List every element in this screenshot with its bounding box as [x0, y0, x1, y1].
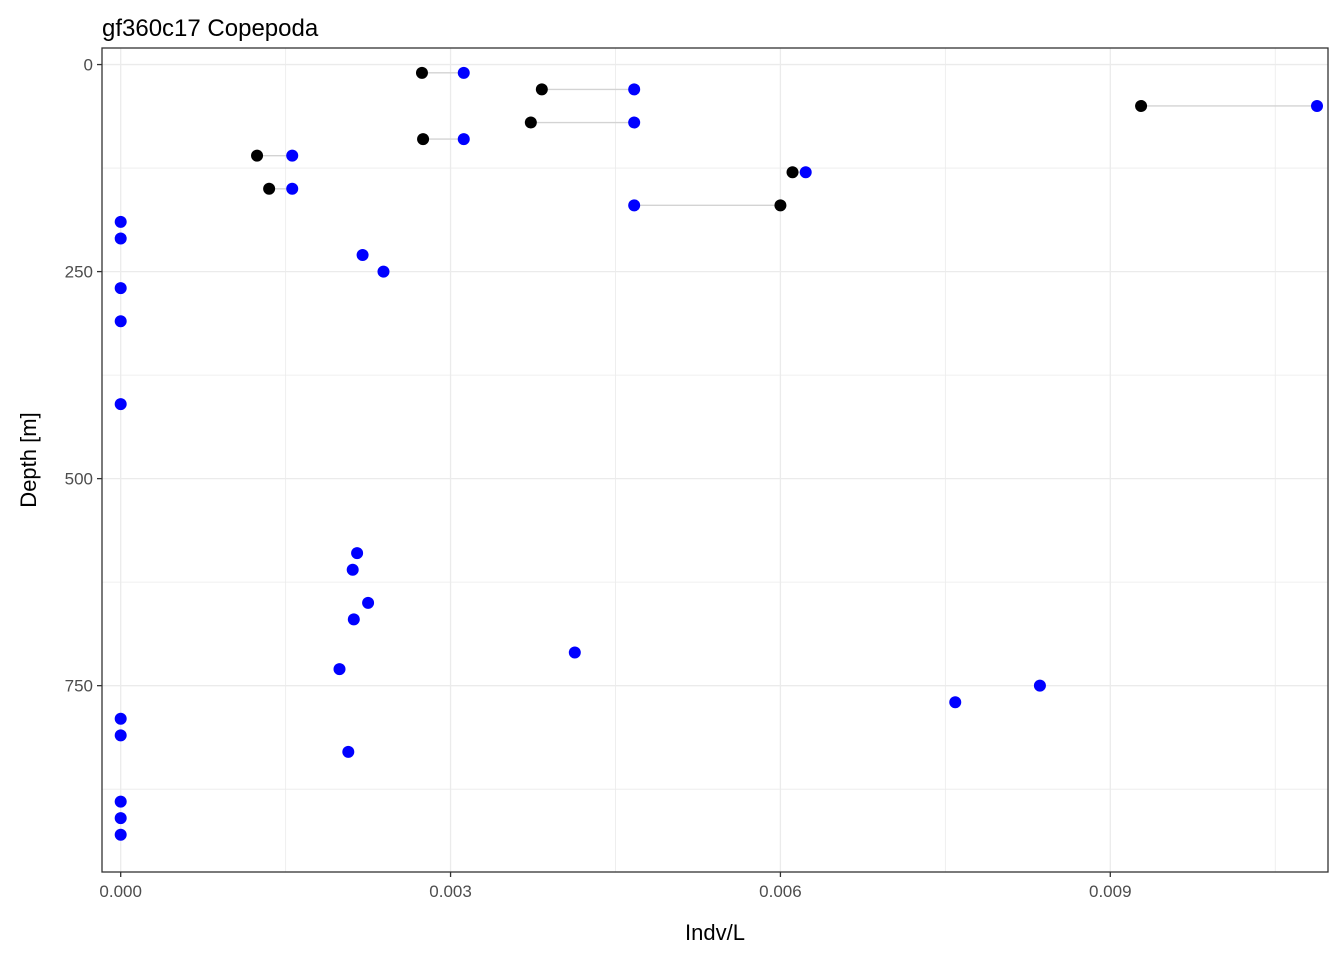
panel-border	[101, 47, 1329, 873]
black-data-point	[1135, 99, 1148, 112]
blue-data-point	[286, 149, 299, 162]
black-data-point	[251, 149, 264, 162]
segments	[257, 72, 1318, 207]
blue-data-point	[628, 83, 641, 96]
blue-data-point	[346, 563, 359, 576]
grid-minor	[102, 48, 1328, 872]
blue-data-point	[114, 795, 127, 808]
black-data-point	[415, 66, 428, 79]
blue-data-point	[628, 116, 641, 129]
blue-data-point	[114, 215, 127, 228]
y-axis-title: Depth [m]	[16, 412, 41, 507]
black-data-point	[524, 116, 537, 129]
blue-data-point	[333, 663, 346, 676]
black-data-point	[263, 182, 276, 195]
blue-data-point	[114, 232, 127, 245]
x-axis-title: Indv/L	[685, 920, 745, 945]
blue-data-point	[114, 812, 127, 825]
blue-data-point	[457, 66, 470, 79]
black-data-point	[786, 166, 799, 179]
grid-major	[102, 48, 1328, 872]
blue-data-point	[362, 596, 375, 609]
black-data-point	[535, 83, 548, 96]
x-axis-ticks: 0.000 0.003 0.006 0.009	[99, 872, 1132, 901]
y-tick-label: 500	[65, 470, 93, 489]
y-tick-label: 250	[65, 263, 93, 282]
blue-data-point	[356, 249, 369, 262]
blue-data-point	[628, 199, 641, 212]
blue-data-point	[286, 182, 299, 195]
blue-data-point	[351, 547, 364, 560]
blue-data-point	[114, 315, 127, 328]
y-tick-label: 0	[84, 56, 93, 75]
blue-data-point	[114, 282, 127, 295]
x-tick-label: 0.009	[1089, 882, 1132, 901]
x-tick-label: 0.000	[99, 882, 142, 901]
black-data-point	[417, 133, 430, 146]
blue-data-point	[799, 166, 812, 179]
y-axis-ticks: 0 250 500 750	[65, 56, 102, 696]
x-tick-label: 0.006	[759, 882, 802, 901]
blue-data-point	[1311, 99, 1324, 112]
blue-data-point	[949, 696, 962, 709]
blue-data-point	[457, 133, 470, 146]
blue-data-point	[1033, 679, 1046, 692]
blue-data-point	[114, 712, 127, 725]
x-tick-label: 0.003	[429, 882, 472, 901]
blue-data-point	[114, 828, 127, 841]
blue-data-point	[342, 745, 355, 758]
points	[114, 66, 1324, 841]
black-data-point	[774, 199, 787, 212]
blue-data-point	[377, 265, 390, 278]
y-tick-label: 750	[65, 677, 93, 696]
blue-data-point	[114, 398, 127, 411]
blue-data-point	[568, 646, 581, 659]
chart-title: gf360c17 Copepoda	[102, 15, 319, 42]
blue-data-point	[114, 729, 127, 742]
blue-data-point	[347, 613, 360, 626]
